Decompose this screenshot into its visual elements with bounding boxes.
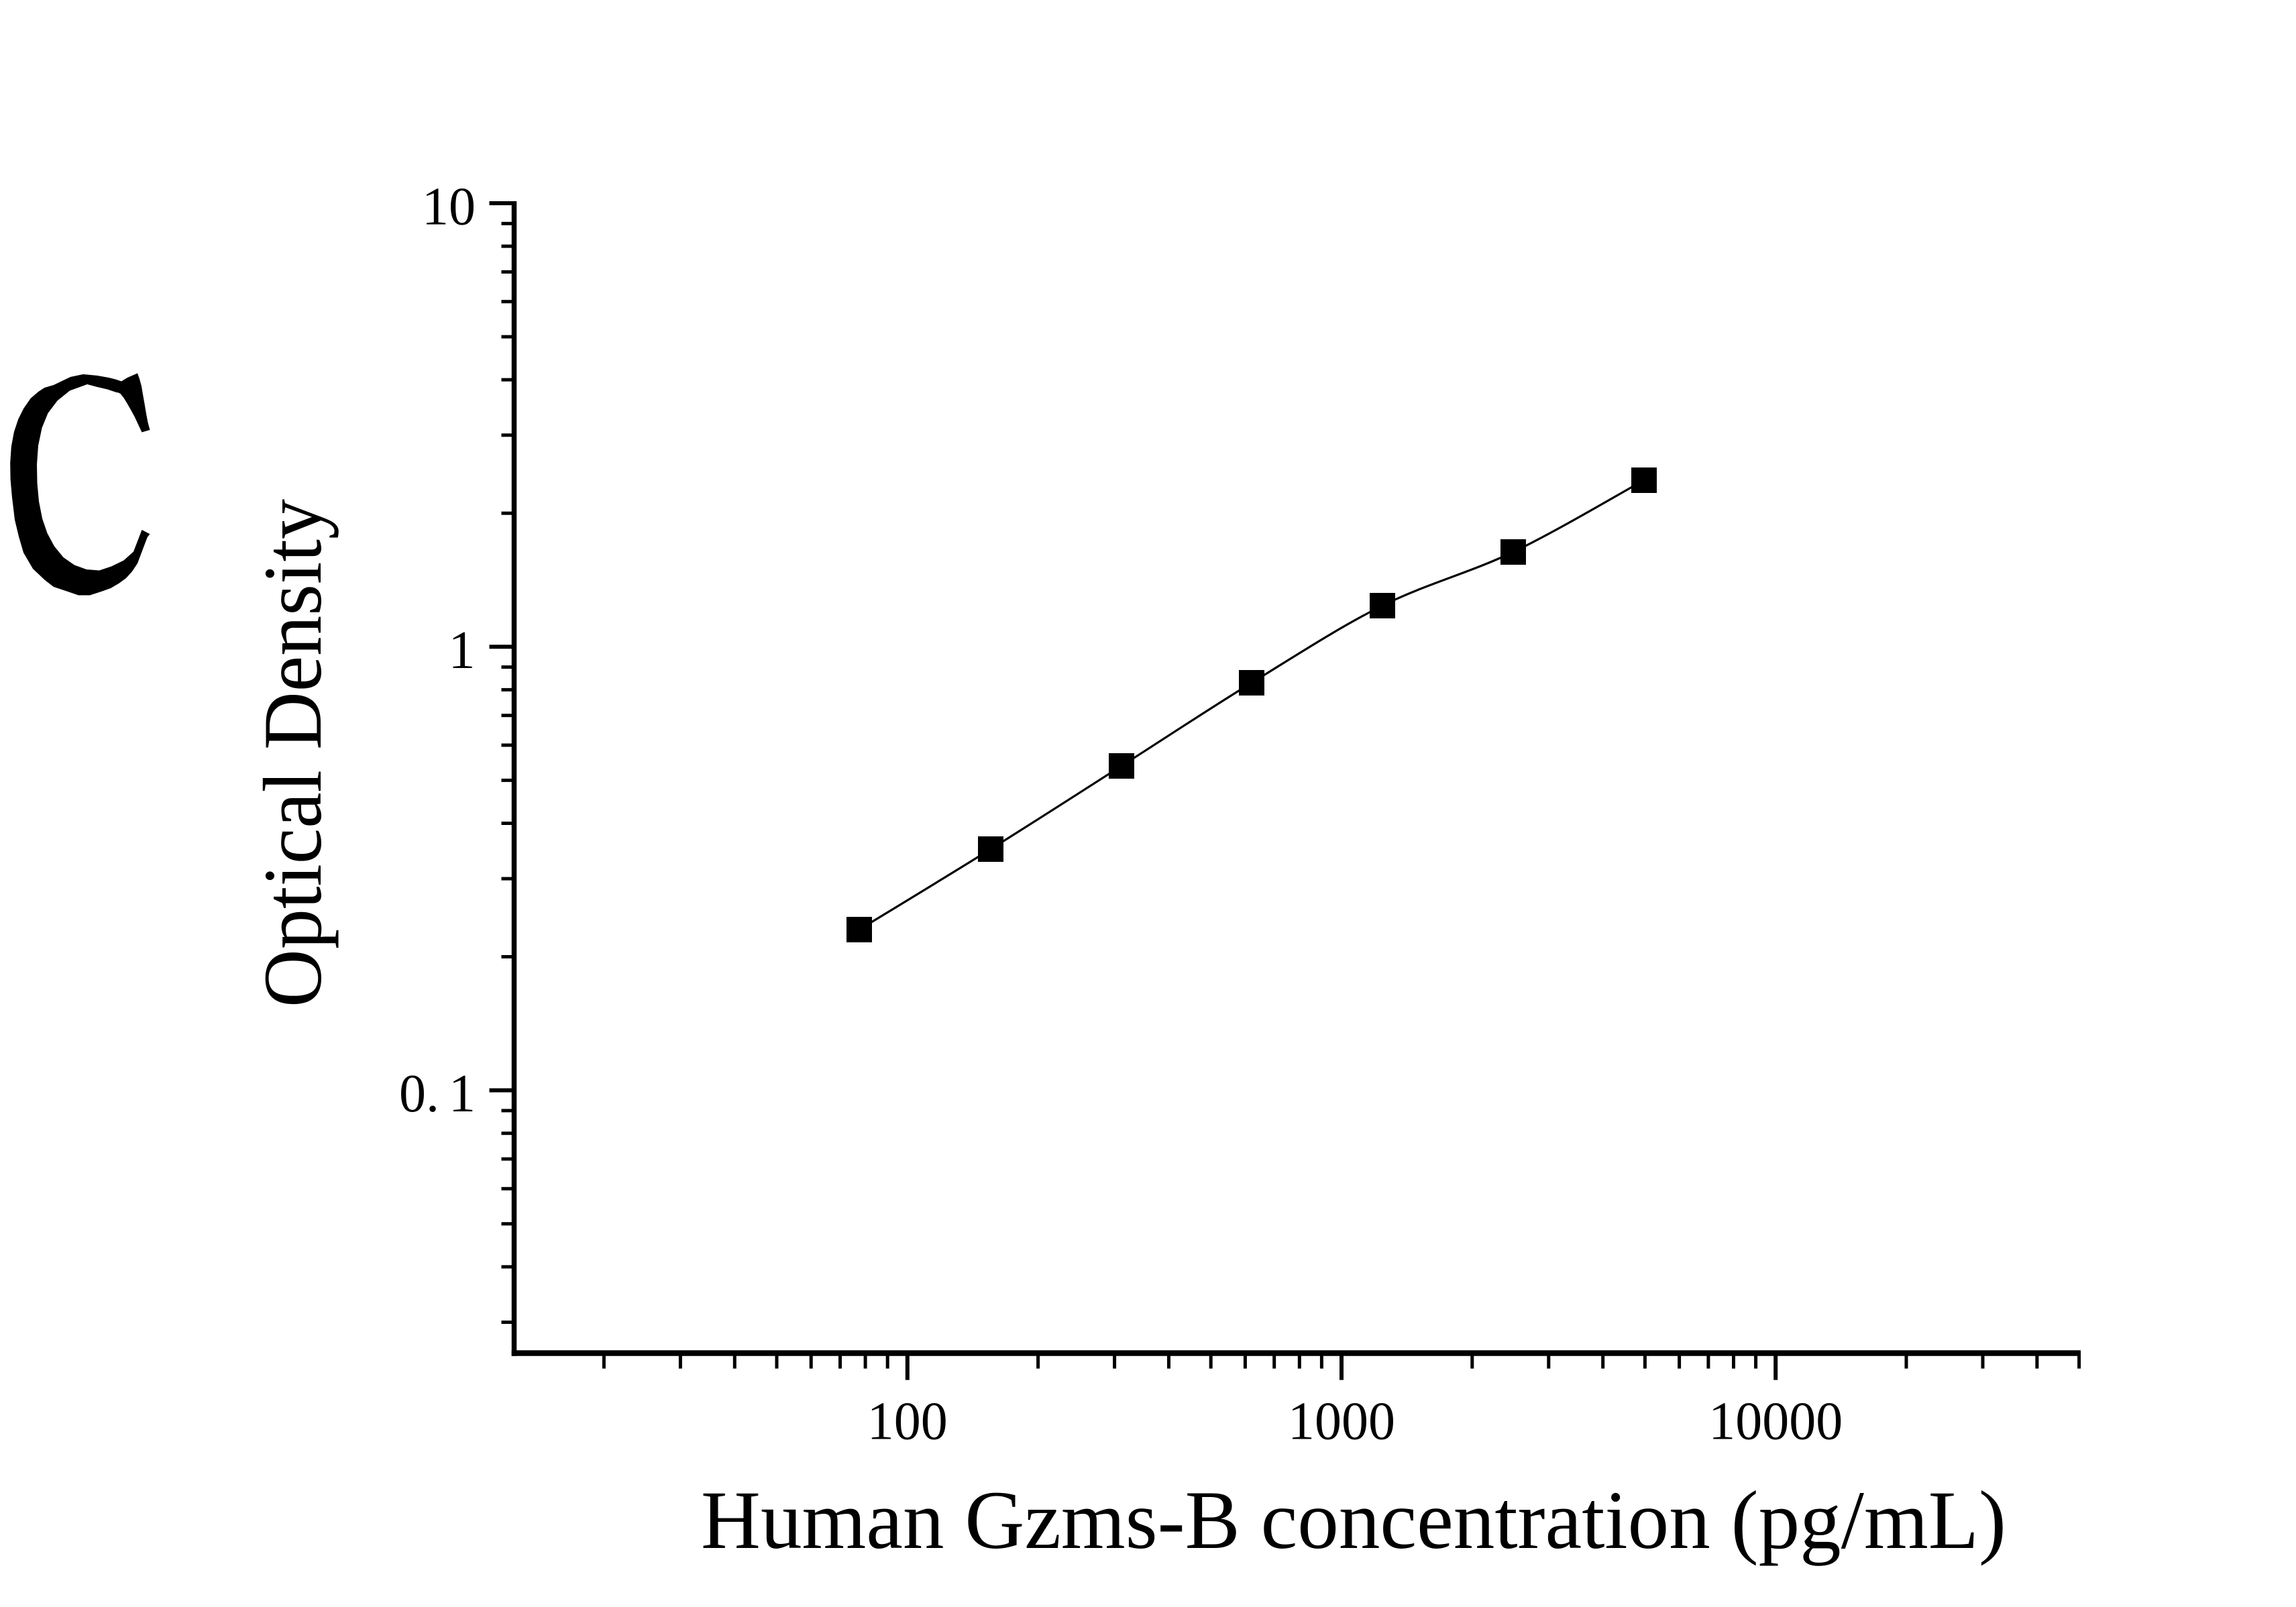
svg-text:0.1: 0. 1	[399, 1064, 476, 1123]
svg-text:Human Gzms-B concentration (pg: Human Gzms-B concentration (pg/mL)	[701, 1474, 2006, 1566]
svg-text:100: 100	[867, 1392, 948, 1451]
svg-text:Optical Density: Optical Density	[247, 499, 339, 1007]
svg-text:10000: 10000	[1708, 1392, 1843, 1451]
svg-text:1: 1	[449, 621, 476, 680]
svg-text:1000: 1000	[1288, 1392, 1395, 1451]
svg-text:10: 10	[422, 178, 476, 237]
